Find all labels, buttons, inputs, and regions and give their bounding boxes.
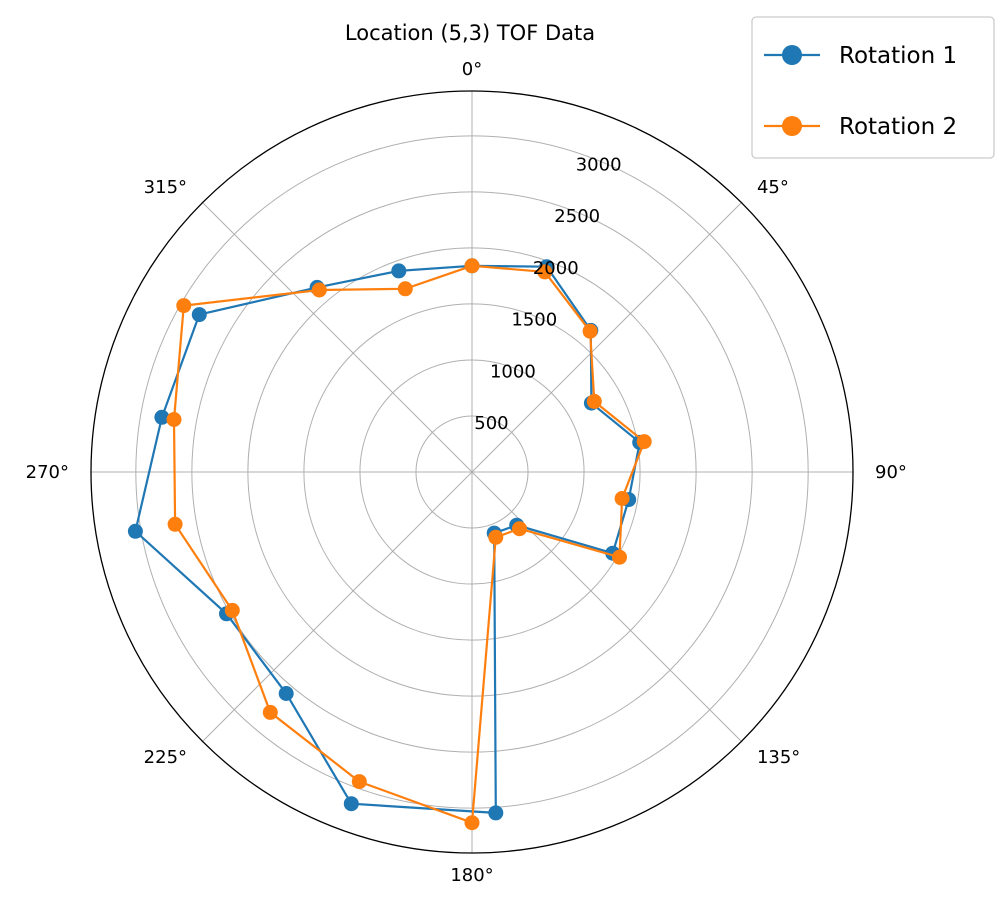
series-line (172, 264, 646, 825)
data-point (582, 323, 598, 339)
angular-tick-label: 180° (450, 865, 493, 886)
data-point (127, 523, 143, 539)
data-point (488, 805, 504, 821)
radial-tick-label: 500 (474, 413, 508, 434)
data-point (612, 549, 627, 565)
legend-frame (751, 16, 995, 159)
series-line (134, 264, 641, 815)
data-point (154, 409, 170, 425)
series-2 (166, 258, 652, 831)
angular-tick-label: 315° (144, 177, 187, 198)
radial-tick-label: 1000 (490, 361, 536, 382)
angular-tick-label: 225° (144, 747, 187, 768)
grid-spoke (202, 471, 473, 742)
data-point (391, 263, 407, 279)
data-point (614, 491, 630, 506)
data-point (311, 282, 327, 298)
angular-tick-labels: 0° 45° 90° 135° 180° 225° 270° 315° (26, 59, 907, 886)
legend-entry: Rotation 2 (764, 114, 957, 140)
data-point (343, 796, 359, 812)
series-layer (127, 258, 652, 831)
grid-ring (359, 359, 585, 585)
grid-ring (135, 135, 809, 809)
data-point (464, 258, 480, 274)
data-point (262, 704, 278, 720)
legend-label: Rotation 2 (839, 114, 957, 140)
data-point (166, 412, 182, 427)
angular-tick-label: 0° (462, 59, 482, 80)
grid-ring (247, 247, 697, 697)
radial-tick-label: 3000 (576, 154, 622, 175)
data-point (464, 815, 480, 831)
angular-tick-label: 90° (875, 462, 907, 483)
chart-title: Location (5,3) TOF Data (345, 21, 595, 45)
polar-grid (90, 90, 854, 854)
data-point (488, 529, 504, 545)
data-point (224, 602, 240, 618)
radial-tick-label: 1500 (511, 310, 557, 331)
polar-frame (90, 90, 854, 854)
radial-tick-label: 2500 (554, 206, 600, 227)
data-point (167, 516, 183, 532)
angular-tick-label: 270° (26, 462, 69, 483)
data-point (278, 686, 294, 701)
grid-ring (191, 191, 753, 753)
legend-marker (782, 116, 802, 136)
grid-spoke (471, 202, 742, 473)
grid-spoke (202, 202, 473, 473)
data-point (537, 264, 553, 280)
legend-label: Rotation 1 (839, 43, 957, 69)
data-point (636, 434, 652, 450)
angular-tick-label: 45° (757, 177, 789, 198)
legend: Rotation 1 Rotation 2 (751, 16, 995, 159)
data-point (176, 298, 192, 314)
data-point (191, 307, 207, 323)
grid-ring (303, 303, 641, 641)
legend-marker (782, 45, 802, 65)
angular-tick-label: 135° (757, 747, 800, 768)
grid-ring (415, 415, 529, 529)
grid-spoke (471, 471, 742, 742)
series-1 (127, 258, 648, 821)
radial-tick-labels: 500 1000 1500 2000 2500 3000 (474, 154, 621, 434)
data-point (586, 393, 602, 409)
legend-entry: Rotation 1 (764, 43, 957, 69)
radial-tick-label: 2000 (533, 258, 579, 279)
data-point (351, 774, 367, 790)
data-point (397, 281, 413, 297)
data-point (512, 521, 527, 537)
